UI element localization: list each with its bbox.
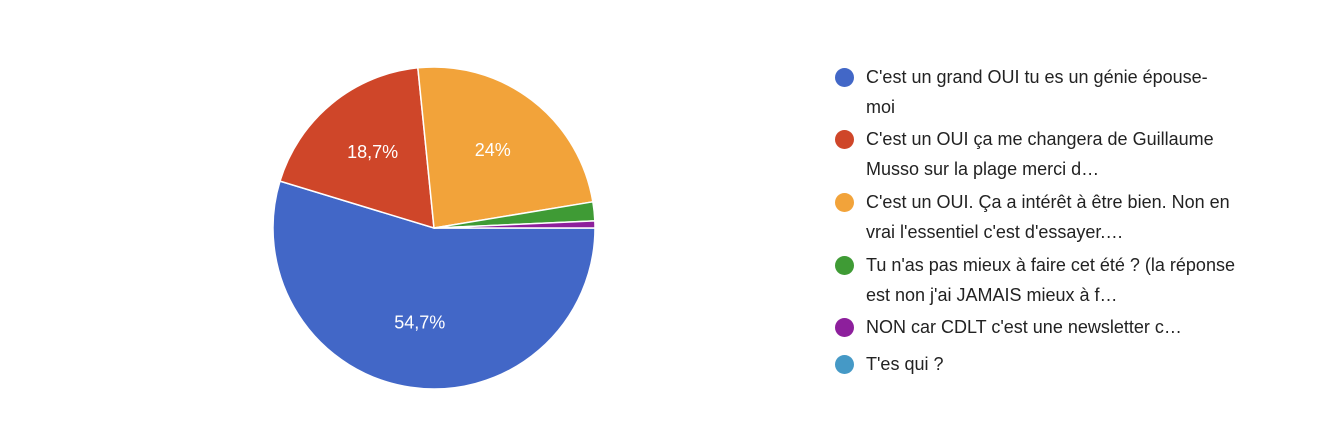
legend-swatch (835, 68, 854, 87)
legend-item: C'est un OUI. Ça a intérêt à être bien. … (835, 187, 1235, 247)
slice-label: 24% (475, 140, 511, 160)
legend-label: T'es qui ? (866, 354, 944, 374)
legend-label: NON car CDLT c'est une newsletter c… (866, 317, 1182, 337)
pie-slice (417, 66, 594, 229)
legend-swatch (835, 193, 854, 212)
legend-label: C'est un OUI ça me changera de Guillaume… (866, 129, 1214, 179)
legend-label: Tu n'as pas mieux à faire cet été ? (la … (866, 255, 1235, 305)
legend-item: C'est un OUI ça me changera de Guillaume… (835, 124, 1235, 184)
legend-swatch (835, 318, 854, 337)
legend-label: C'est un grand OUI tu es un génie épouse… (866, 67, 1208, 117)
legend-item: Tu n'as pas mieux à faire cet été ? (la … (835, 250, 1235, 310)
legend-swatch (835, 130, 854, 149)
pie-slice (279, 66, 435, 230)
slice-label: 54,7% (394, 312, 445, 332)
legend-item: NON car CDLT c'est une newsletter c… (835, 312, 1235, 342)
legend-item: T'es qui ? (835, 349, 1235, 379)
legend-swatch (835, 256, 854, 275)
slice-label: 18,7% (347, 142, 398, 162)
legend-item: C'est un grand OUI tu es un génie épouse… (835, 62, 1235, 122)
pie-slice (433, 220, 596, 229)
pie-slice (272, 180, 596, 390)
legend-swatch (835, 355, 854, 374)
legend-label: C'est un OUI. Ça a intérêt à être bien. … (866, 192, 1230, 242)
